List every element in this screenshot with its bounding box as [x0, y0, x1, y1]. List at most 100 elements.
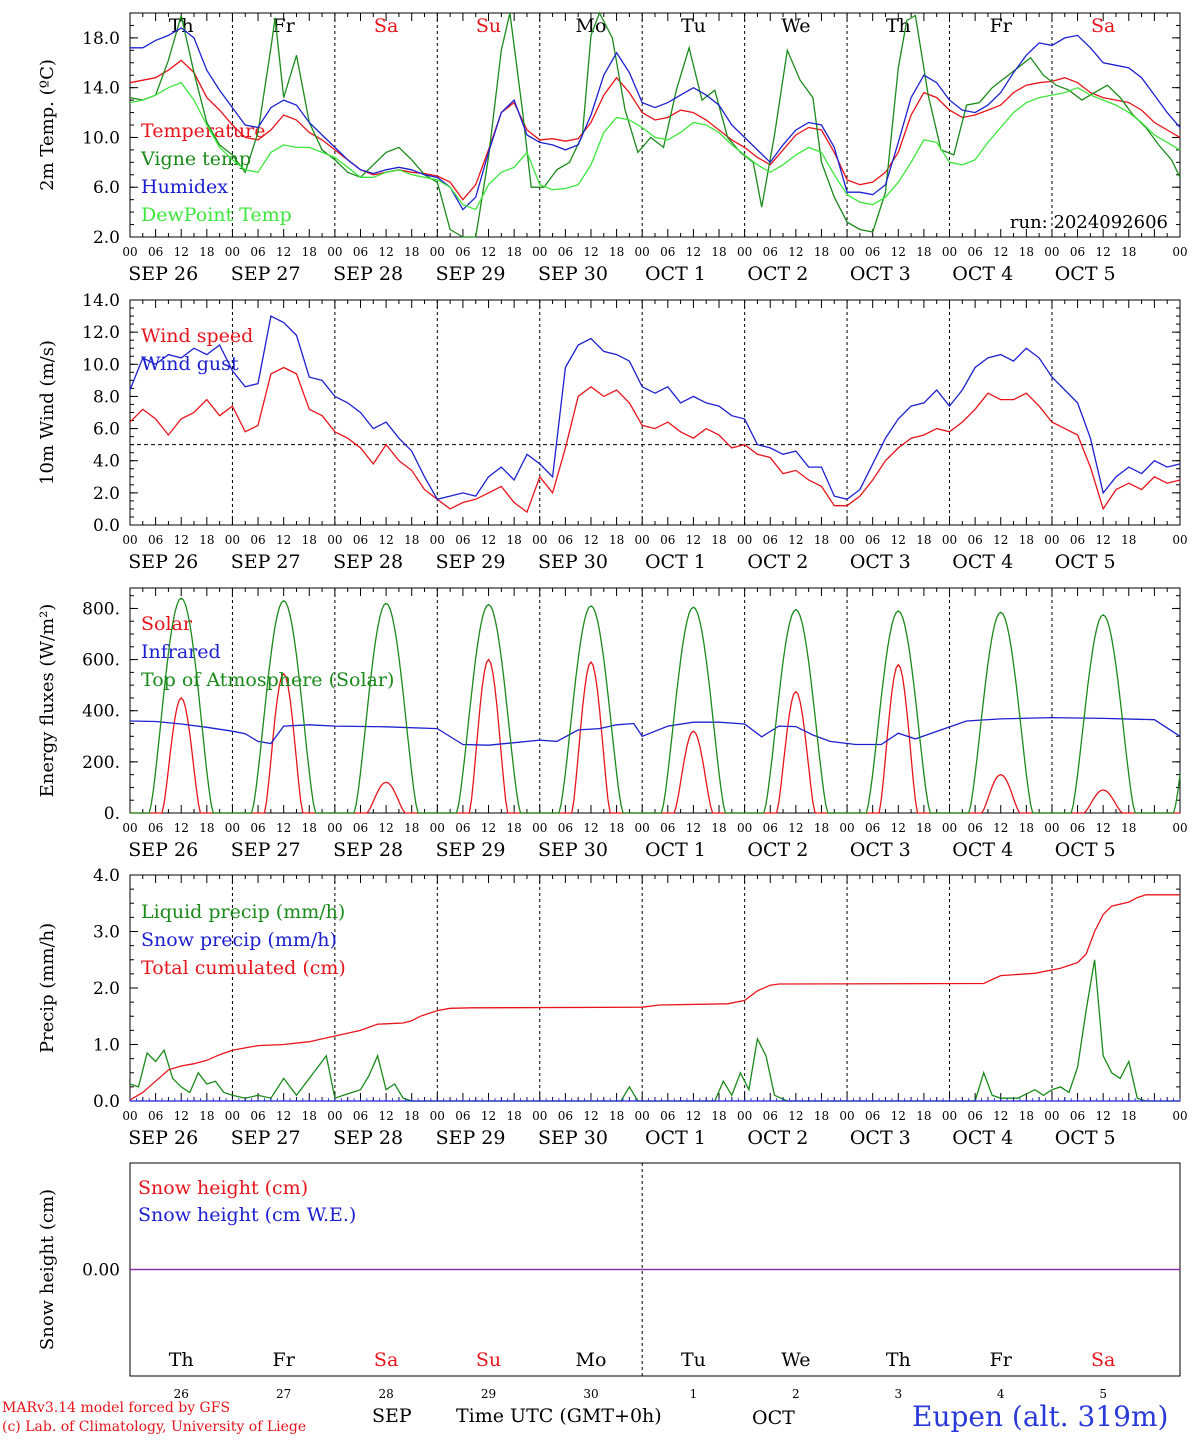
hour-tick-label: 12: [378, 245, 393, 259]
hour-tick-label: 06: [865, 533, 880, 547]
hour-tick-label: 12: [686, 533, 701, 547]
hour-tick-label: 18: [1019, 821, 1034, 835]
hour-tick-label: 00: [737, 821, 752, 835]
y-tick-label: 1.0: [93, 1036, 120, 1056]
hour-tick-label: 18: [1121, 533, 1136, 547]
weekday-label: Sa: [1091, 1349, 1115, 1371]
legend-entry: Wind speed: [141, 325, 253, 347]
y-tick-label: 14.0: [82, 291, 120, 311]
hour-tick-label: 18: [1019, 245, 1034, 259]
hour-tick-label: 18: [814, 821, 829, 835]
legend-entry: Snow height (cm W.E.): [138, 1204, 356, 1226]
date-label: SEP 29: [436, 1127, 506, 1149]
hour-tick-label: 18: [609, 533, 624, 547]
hour-tick-label: 06: [660, 1109, 675, 1123]
date-label: OCT 4: [952, 839, 1013, 861]
weekday-label: Mo: [576, 15, 607, 37]
hour-tick-label: 00: [1172, 245, 1187, 259]
hour-tick-label: 00: [942, 245, 957, 259]
hour-tick-label: 06: [148, 533, 163, 547]
hour-tick-label: 18: [404, 1109, 419, 1123]
hour-tick-label: 18: [916, 533, 931, 547]
hour-tick-label: 12: [174, 821, 189, 835]
date-label: OCT 5: [1055, 551, 1116, 573]
hour-tick-label: 06: [353, 533, 368, 547]
hour-tick-label: 18: [916, 245, 931, 259]
hour-tick-label: 18: [404, 821, 419, 835]
hour-tick-label: 00: [122, 821, 137, 835]
hour-tick-label: 06: [558, 533, 573, 547]
hour-tick-label: 12: [174, 533, 189, 547]
hour-tick-label: 12: [481, 533, 496, 547]
y-tick-label: 3.0: [93, 923, 120, 943]
hour-tick-label: 06: [660, 245, 675, 259]
date-label: OCT 1: [645, 263, 706, 285]
hour-tick-label: 18: [711, 533, 726, 547]
hour-tick-label: 00: [1044, 821, 1059, 835]
hour-tick-label: 18: [1121, 1109, 1136, 1123]
run-annotation: run: 2024092606: [1010, 212, 1168, 233]
hour-tick-label: 12: [276, 821, 291, 835]
y-tick-label: 800.: [82, 599, 120, 619]
date-label: SEP 29: [436, 551, 506, 573]
y-tick-label: 4.0: [93, 452, 120, 472]
hour-tick-label: 00: [1172, 1109, 1187, 1123]
date-label: OCT 2: [747, 551, 808, 573]
hour-tick-label: 18: [711, 245, 726, 259]
plot-frame: [129, 299, 1181, 526]
hour-tick-label: 06: [1070, 533, 1085, 547]
hour-tick-label: 00: [532, 533, 547, 547]
hour-tick-label: 18: [199, 245, 214, 259]
date-label: SEP 28: [333, 839, 403, 861]
weekday-label: Tu: [681, 15, 706, 37]
hour-tick-label: 12: [686, 1109, 701, 1123]
hour-tick-label: 06: [250, 245, 265, 259]
hour-tick-label: 12: [788, 821, 803, 835]
date-label: SEP 28: [333, 263, 403, 285]
date-label: OCT 3: [850, 263, 911, 285]
y-tick-label: 10.0: [82, 128, 120, 148]
y-tick-label: 6.0: [93, 178, 120, 198]
date-label: OCT 1: [645, 1127, 706, 1149]
hour-tick-label: 00: [532, 821, 547, 835]
y-axis-label: 10m Wind (m/s): [37, 340, 58, 485]
hour-tick-label: 00: [225, 821, 240, 835]
date-label: OCT 2: [747, 839, 808, 861]
hour-tick-label: 12: [481, 1109, 496, 1123]
day-number-label: 5: [1099, 1387, 1107, 1401]
hour-tick-label: 00: [430, 533, 445, 547]
legend-entry: Temperature: [141, 120, 265, 142]
weekday-label: Sa: [374, 15, 398, 37]
legend-entry: Snow height (cm): [138, 1177, 308, 1199]
date-label: SEP 27: [231, 263, 301, 285]
hour-tick-label: 06: [763, 533, 778, 547]
date-label: OCT 2: [747, 1127, 808, 1149]
hour-tick-label: 00: [327, 533, 342, 547]
hour-tick-label: 18: [302, 821, 317, 835]
hour-tick-label: 18: [507, 821, 522, 835]
date-label: SEP 27: [231, 839, 301, 861]
hour-tick-label: 06: [455, 821, 470, 835]
y-tick-label: 2.0: [93, 484, 120, 504]
date-label: SEP 28: [333, 1127, 403, 1149]
date-label: SEP 30: [538, 263, 608, 285]
date-label: OCT 4: [952, 551, 1013, 573]
weekday-label: Sa: [374, 1349, 398, 1371]
series-line-top-of-atmosphere-solar-: [130, 597, 1181, 814]
y-tick-label: 8.0: [93, 387, 120, 407]
hour-tick-label: 12: [993, 533, 1008, 547]
hour-tick-label: 06: [1070, 245, 1085, 259]
hour-tick-label: 06: [1070, 821, 1085, 835]
weekday-label: Su: [476, 1349, 501, 1371]
hour-tick-label: 18: [1121, 821, 1136, 835]
date-label: SEP 26: [128, 263, 198, 285]
series-line-wind-gust: [129, 315, 1181, 501]
weekday-label: Th: [886, 15, 911, 37]
model-credit: MARv3.14 model forced by GFS: [2, 1400, 231, 1416]
series-line-infrared: [129, 716, 1181, 746]
weekday-label: We: [781, 1349, 810, 1371]
day-number-label: 30: [583, 1387, 598, 1401]
hour-tick-label: 06: [865, 821, 880, 835]
